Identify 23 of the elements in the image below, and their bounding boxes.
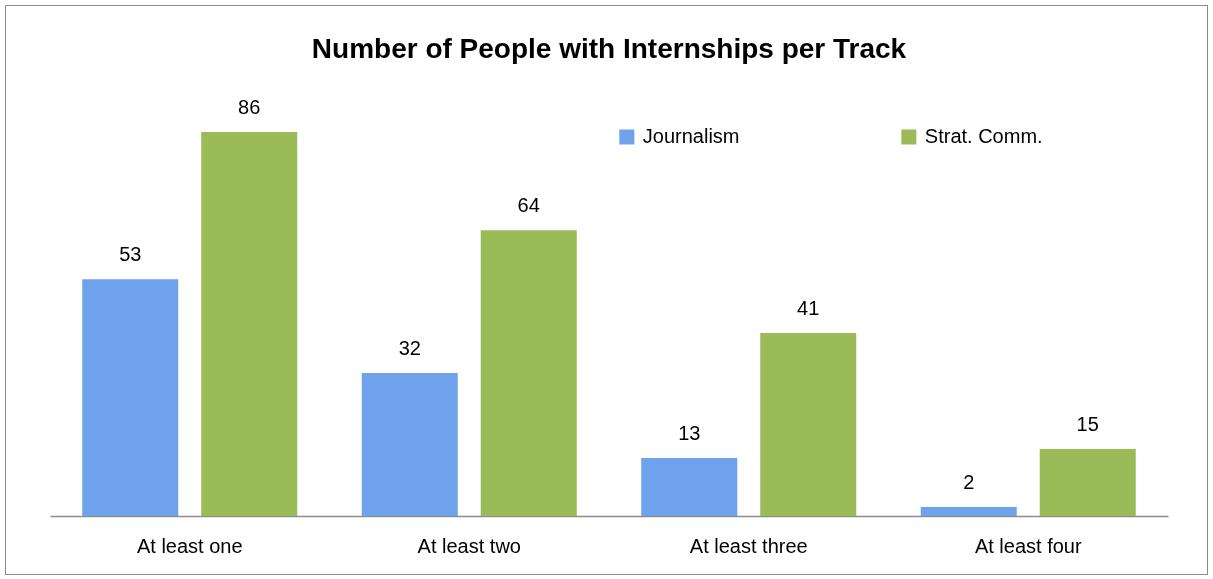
data-label: 2 [963,471,975,494]
legend-label: Journalism [642,125,740,147]
x-tick-label: At least one [136,534,243,557]
bar [82,279,179,516]
bar [760,332,857,516]
data-label: 13 [678,421,701,444]
data-label: 15 [1076,413,1099,436]
data-label: 53 [119,243,142,266]
x-tick-label: At least two [417,534,521,557]
bar [201,132,298,516]
x-tick-label: At least four [974,534,1082,557]
bar [1039,449,1136,516]
legend-label: Strat. Comm. [924,125,1043,147]
bar [920,507,1017,516]
data-label: 64 [517,194,540,217]
chart-title: Number of People with Internships per Track [311,33,907,64]
bar [480,230,577,516]
data-label: 41 [797,296,820,319]
bar [641,457,738,516]
data-label: 86 [238,96,261,118]
x-tick-label: At least three [689,534,808,557]
bar [361,373,458,516]
data-label: 32 [398,337,421,360]
